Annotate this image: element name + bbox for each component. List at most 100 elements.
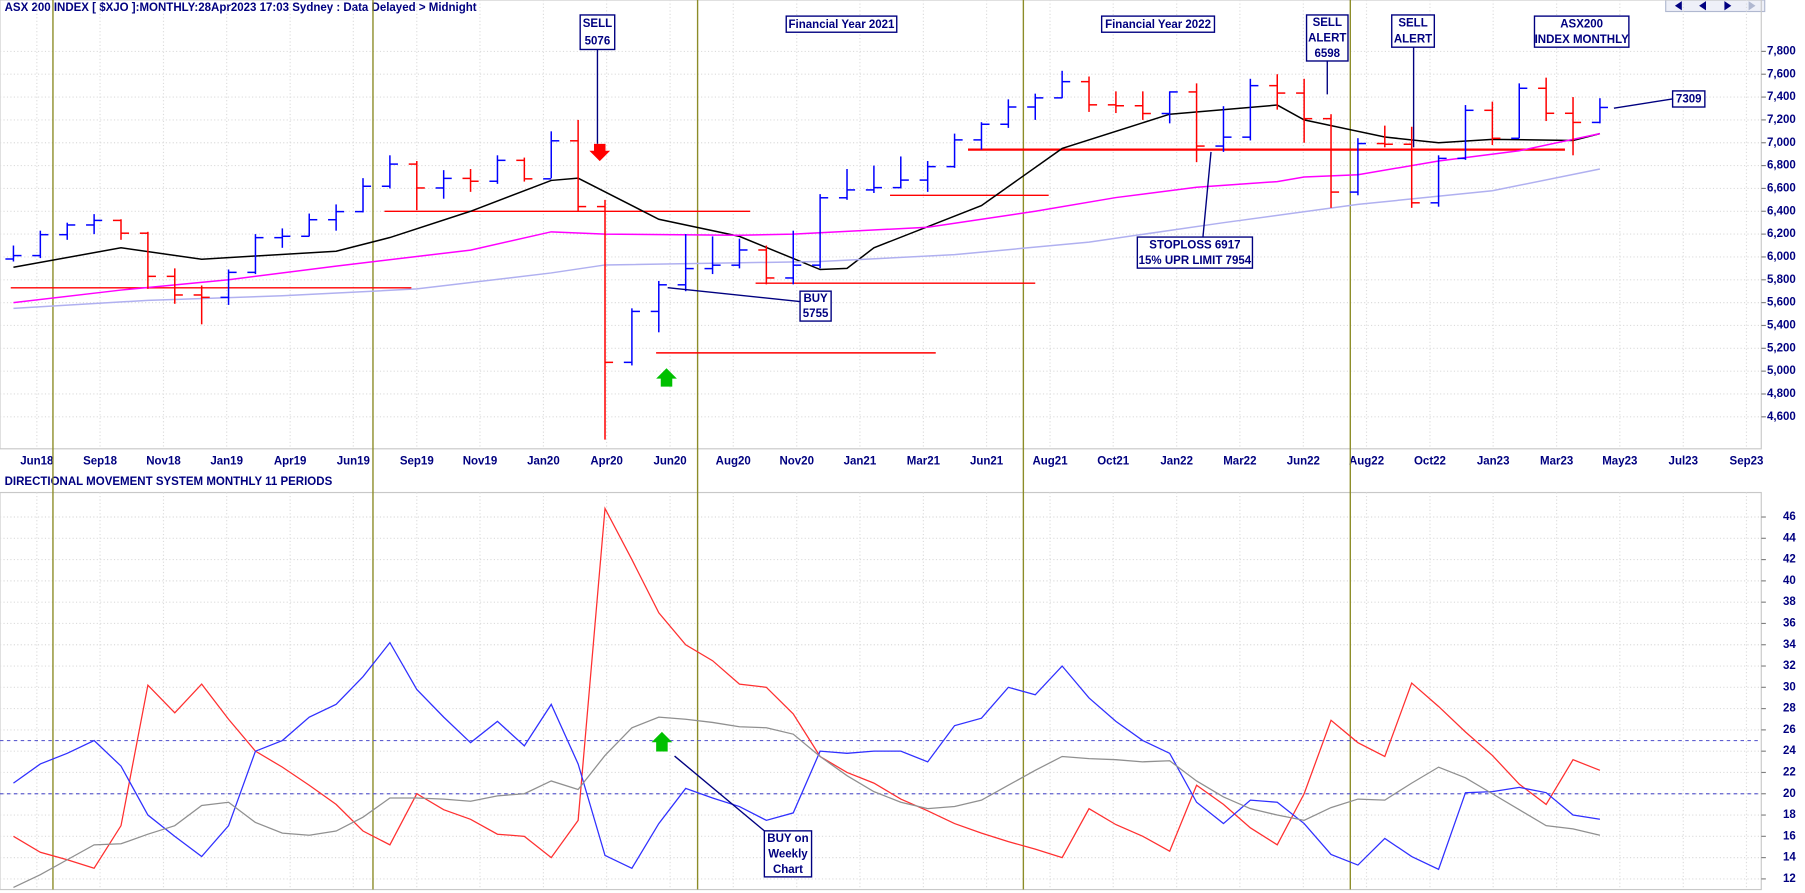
y-tick-label: 36 — [1783, 617, 1796, 629]
y-tick-label: 5,800 — [1767, 274, 1796, 286]
annotation-leader — [1202, 151, 1212, 238]
annotation-text: Weekly — [768, 848, 808, 860]
y-tick-label: 30 — [1783, 681, 1796, 693]
x-tick-label: Jan19 — [210, 455, 243, 467]
annotation-text: Chart — [773, 864, 803, 876]
x-tick-label: Mar22 — [1223, 455, 1256, 467]
y-tick-label: 5,400 — [1767, 319, 1796, 331]
x-tick-label: Jun22 — [1287, 455, 1320, 467]
x-tick-label: Sep18 — [83, 455, 117, 467]
y-tick-label: 7,000 — [1767, 137, 1796, 149]
x-tick-label: Apr20 — [590, 455, 623, 467]
y-tick-label: 14 — [1783, 852, 1796, 864]
y-tick-label: 7,200 — [1767, 114, 1796, 126]
chart-title: ASX 200 INDEX [ $XJO ]:MONTHLY:28Apr2023… — [5, 2, 477, 14]
x-tick-label: Oct21 — [1097, 455, 1130, 467]
annotation-text: Financial Year 2021 — [789, 19, 896, 31]
nav-first[interactable] — [1674, 1, 1682, 11]
y-tick-label: 6,200 — [1767, 228, 1796, 240]
x-tick-label: Aug22 — [1349, 455, 1384, 467]
annotation-leader — [1613, 98, 1673, 109]
y-tick-label: 7,600 — [1767, 68, 1796, 80]
y-tick-label: 42 — [1783, 554, 1796, 566]
buy-arrow — [656, 368, 677, 387]
y-tick-label: 28 — [1783, 703, 1796, 715]
x-tick-label: Mar21 — [907, 455, 941, 467]
x-tick-label: Jul23 — [1669, 455, 1698, 467]
y-tick-label: 5,200 — [1767, 342, 1796, 354]
y-tick-label: 6,600 — [1767, 182, 1796, 194]
annotation-leader — [667, 287, 801, 303]
annotation-text: 7309 — [1676, 94, 1702, 106]
y-tick-label: 6,800 — [1767, 160, 1796, 172]
x-tick-label: Jan21 — [844, 455, 877, 467]
annotation-text: SELL — [1398, 18, 1427, 30]
y-tick-label: 38 — [1783, 596, 1796, 608]
annotation-text: 5755 — [803, 308, 829, 320]
y-tick-label: 18 — [1783, 809, 1796, 821]
indicator-title: DIRECTIONAL MOVEMENT SYSTEM MONTHLY 11 P… — [5, 476, 333, 488]
annotation-box — [1533, 15, 1630, 48]
x-tick-label: Aug20 — [716, 455, 751, 467]
annotation-text: ALERT — [1394, 34, 1432, 46]
annotation-box — [785, 15, 898, 33]
annotation-text: BUY on — [767, 833, 808, 845]
y-tick-label: 32 — [1783, 660, 1796, 672]
annotation-text: BUY — [803, 293, 828, 305]
annotation-box — [1391, 14, 1436, 48]
nav-buttons[interactable] — [1665, 0, 1766, 13]
annotation-box — [1671, 90, 1706, 108]
buy-arrow — [651, 731, 673, 752]
indicator-line — [13, 716, 1601, 888]
x-tick-label: Jun18 — [20, 455, 54, 467]
y-tick-label: 7,400 — [1767, 91, 1796, 103]
x-tick-label: Aug21 — [1032, 455, 1068, 467]
x-tick-label: Jan20 — [527, 455, 560, 467]
x-tick-label: Sep23 — [1730, 455, 1764, 467]
y-tick-label: 4,800 — [1767, 388, 1796, 400]
y-tick-label: 20 — [1783, 788, 1796, 800]
sell-arrow — [589, 143, 611, 162]
y-tick-label: 44 — [1783, 532, 1796, 544]
x-tick-label: Apr19 — [274, 455, 307, 467]
annotation-box — [1305, 14, 1349, 62]
annotation-text: ALERT — [1308, 33, 1346, 45]
y-tick-label: 46 — [1783, 511, 1796, 523]
annotation-text: Financial Year 2022 — [1105, 19, 1211, 31]
plot-frame — [0, 491, 1762, 891]
x-tick-label: Nov19 — [463, 455, 498, 467]
plot-frame — [0, 0, 1762, 450]
nav-last[interactable] — [1748, 1, 1756, 11]
y-tick-label: 22 — [1783, 766, 1796, 778]
annotation-box — [579, 14, 616, 51]
annotation-box — [763, 830, 813, 878]
indicator-line — [13, 641, 1601, 871]
y-tick-label: 26 — [1783, 724, 1796, 736]
x-tick-label: Nov20 — [779, 455, 814, 467]
annotation-text: SELL — [583, 18, 612, 30]
y-tick-label: 16 — [1783, 830, 1796, 842]
y-tick-label: 4,600 — [1767, 411, 1796, 423]
nav-bar[interactable] — [1665, 0, 1766, 13]
y-tick-label: 12 — [1783, 873, 1796, 885]
y-tick-label: 6,400 — [1767, 205, 1796, 217]
indicator-line — [13, 506, 1601, 870]
annotation-text: SELL — [1313, 17, 1342, 29]
nav-next[interactable] — [1724, 1, 1732, 11]
annotation-text: 5076 — [585, 35, 611, 47]
x-tick-label: Jun21 — [970, 455, 1004, 467]
x-tick-label: Jun20 — [653, 455, 686, 467]
annotation-text: 15% UPR LIMIT 7954 — [1139, 255, 1252, 267]
x-tick-label: Jun19 — [337, 455, 370, 467]
x-tick-label: Sep19 — [400, 455, 434, 467]
nav-prev[interactable] — [1699, 1, 1707, 11]
annotation-text: INDEX MONTHLY — [1535, 34, 1629, 46]
x-tick-label: Jan23 — [1477, 455, 1510, 467]
moving-average — [13, 104, 1601, 271]
x-tick-label: Nov18 — [146, 455, 181, 467]
annotation-text: ASX200 — [1560, 18, 1603, 30]
y-tick-label: 6,000 — [1767, 251, 1796, 263]
annotation-text: STOPLOSS 6917 — [1149, 239, 1240, 251]
